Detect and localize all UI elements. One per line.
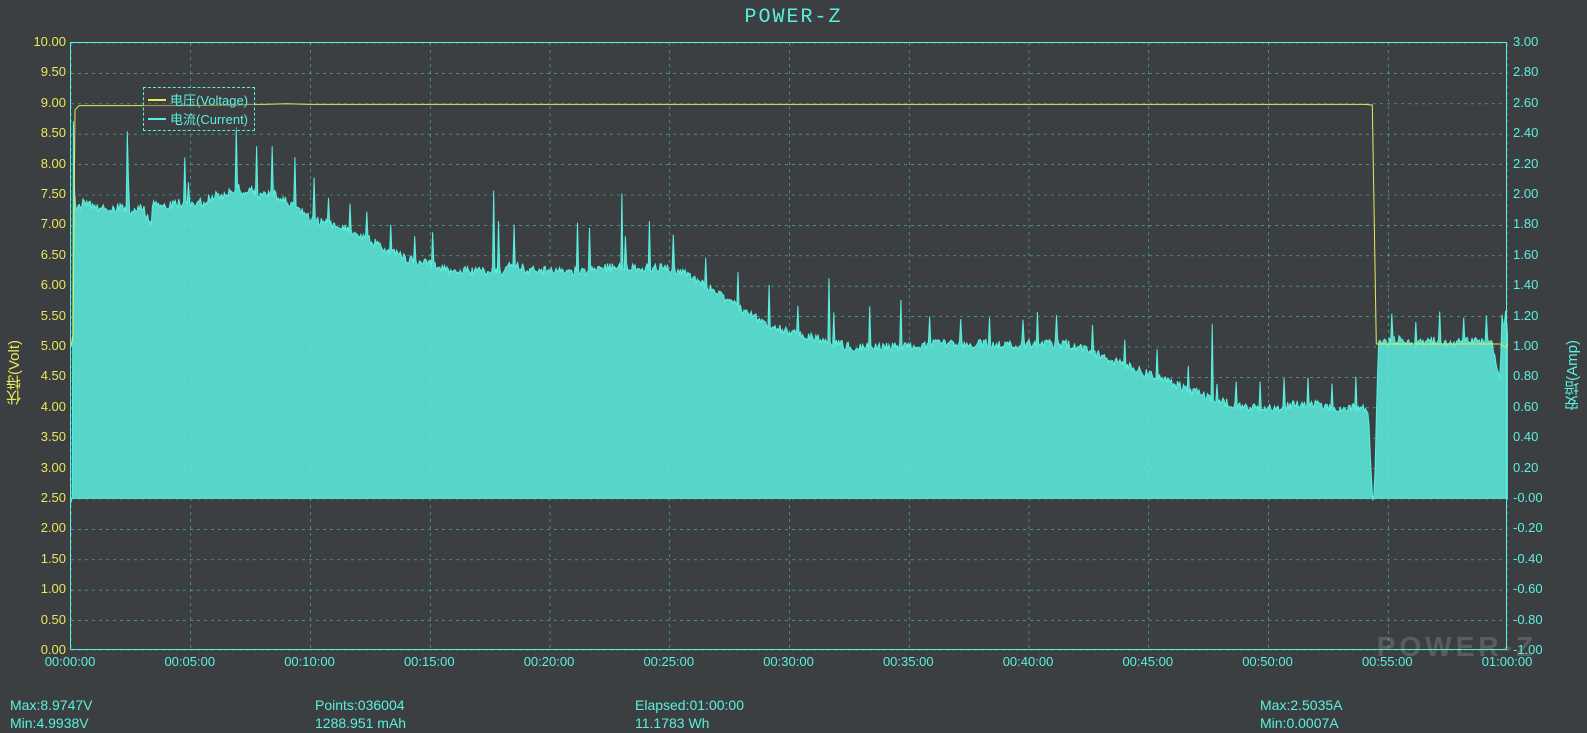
- y-right-tick: 1.60: [1513, 247, 1538, 262]
- y-left-tick: 4.00: [41, 399, 66, 414]
- x-tick: 00:40:00: [1003, 654, 1054, 669]
- y-right-tick: 1.20: [1513, 308, 1538, 323]
- y-left-tick: 0.50: [41, 612, 66, 627]
- x-tick: 00:45:00: [1122, 654, 1173, 669]
- y-right-tick: -0.20: [1513, 520, 1543, 535]
- x-tick: 00:15:00: [404, 654, 455, 669]
- y-right-tick: 2.00: [1513, 186, 1538, 201]
- status-elapsed: Elapsed:01:00:00: [635, 697, 744, 713]
- status-min-a: Min:0.0007A: [1260, 715, 1339, 731]
- x-tick: 00:35:00: [883, 654, 934, 669]
- legend-label: 电压(Voltage): [170, 90, 248, 109]
- y-right-tick: -0.80: [1513, 612, 1543, 627]
- y-right-tick: 2.40: [1513, 125, 1538, 140]
- status-wh: 11.1783 Wh: [635, 715, 709, 731]
- y-right-tick: 0.80: [1513, 368, 1538, 383]
- plot-svg: [71, 43, 1508, 651]
- y-left-tick: 1.00: [41, 581, 66, 596]
- x-tick: 00:30:00: [763, 654, 814, 669]
- x-tick: 00:50:00: [1242, 654, 1293, 669]
- y-left-tick: 3.50: [41, 429, 66, 444]
- y-right-tick: 1.40: [1513, 277, 1538, 292]
- x-tick: 00:25:00: [643, 654, 694, 669]
- y-right-tick: 0.60: [1513, 399, 1538, 414]
- y-right-tick: -0.00: [1513, 490, 1543, 505]
- watermark-logo: POWER-Z: [1377, 631, 1537, 663]
- legend-box: 电压(Voltage)电流(Current): [143, 87, 255, 131]
- legend-row: 电流(Current): [148, 109, 248, 128]
- y-left-tick: 9.50: [41, 64, 66, 79]
- y-left-tick: 2.50: [41, 490, 66, 505]
- status-min-v: Min:4.9938V: [10, 715, 89, 731]
- chart-title: POWER-Z: [0, 6, 1587, 29]
- y-left-tick: 10.00: [33, 34, 66, 49]
- status-max-v: Max:8.9747V: [10, 697, 93, 713]
- y-right-tick: 1.00: [1513, 338, 1538, 353]
- y-right-tick: 2.60: [1513, 95, 1538, 110]
- y-right-tick: 0.40: [1513, 429, 1538, 444]
- y-left-tick: 7.50: [41, 186, 66, 201]
- y-left-tick: 4.50: [41, 368, 66, 383]
- y-left-tick: 1.50: [41, 551, 66, 566]
- y-right-tick: 2.80: [1513, 64, 1538, 79]
- status-points: Points:036004: [315, 697, 405, 713]
- x-tick: 00:05:00: [164, 654, 215, 669]
- y-right-tick: -0.60: [1513, 581, 1543, 596]
- x-tick: 00:20:00: [524, 654, 575, 669]
- y-left-tick: 8.00: [41, 156, 66, 171]
- y-left-tick: 9.00: [41, 95, 66, 110]
- y-left-tick: 2.00: [41, 520, 66, 535]
- legend-swatch: [148, 118, 166, 120]
- y-right-tick: 3.00: [1513, 34, 1538, 49]
- y-left-tick: 3.00: [41, 460, 66, 475]
- x-tick: 00:00:00: [45, 654, 96, 669]
- legend-row: 电压(Voltage): [148, 90, 248, 109]
- y-right-tick: 1.80: [1513, 216, 1538, 231]
- y-left-tick: 5.50: [41, 308, 66, 323]
- y-right-tick: 2.20: [1513, 156, 1538, 171]
- legend-label: 电流(Current): [170, 109, 248, 128]
- y-left-tick: 5.00: [41, 338, 66, 353]
- y-left-tick: 6.00: [41, 277, 66, 292]
- y-right-tick: -0.40: [1513, 551, 1543, 566]
- y-axis-right-title: 安培(Amp): [1562, 340, 1583, 411]
- status-mah: 1288.951 mAh: [315, 715, 406, 731]
- status-max-a: Max:2.5035A: [1260, 697, 1343, 713]
- y-right-tick: 0.20: [1513, 460, 1538, 475]
- y-axis-left-title: 伏特(Volt): [4, 340, 25, 405]
- status-bar: Max:8.9747V Min:4.9938V Points:036004 12…: [0, 693, 1587, 733]
- legend-swatch: [148, 99, 166, 101]
- plot-area[interactable]: 电压(Voltage)电流(Current): [70, 42, 1507, 650]
- x-tick: 00:10:00: [284, 654, 335, 669]
- y-left-tick: 6.50: [41, 247, 66, 262]
- y-left-tick: 7.00: [41, 216, 66, 231]
- y-left-tick: 8.50: [41, 125, 66, 140]
